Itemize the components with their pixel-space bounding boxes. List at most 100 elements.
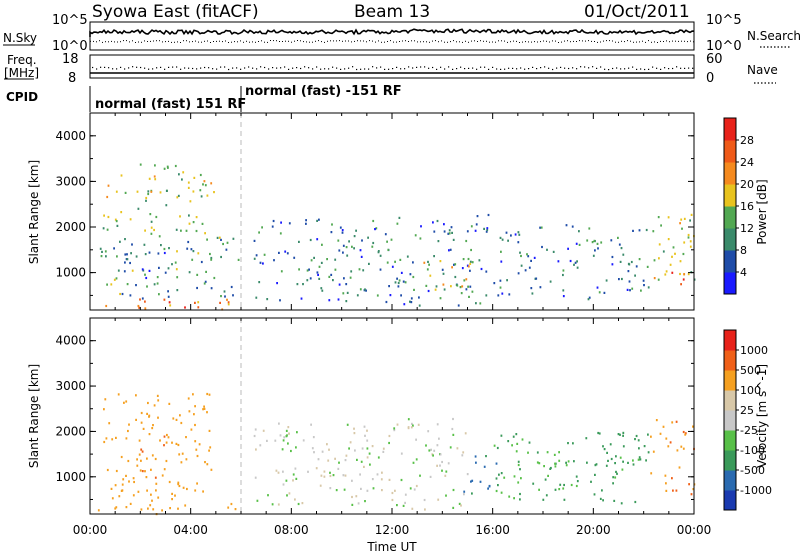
data-cell (168, 301, 171, 304)
data-cell (254, 476, 257, 479)
data-cell (386, 240, 388, 243)
nsearch-dot (609, 40, 610, 42)
data-cell (226, 241, 229, 244)
data-cell (178, 484, 181, 488)
nave-dot (568, 67, 570, 70)
data-cell (573, 263, 575, 266)
data-cell (588, 296, 591, 299)
data-cell (423, 261, 426, 264)
data-cell (436, 464, 438, 467)
colorbar-swatch (724, 430, 736, 451)
data-cell (148, 415, 150, 418)
data-cell (316, 238, 319, 241)
nsearch-dot (135, 42, 136, 43)
data-cell (156, 394, 159, 397)
data-cell (206, 238, 208, 241)
data-cell (470, 225, 473, 228)
data-cell (107, 184, 110, 187)
date-title: 01/Oct/2011 (584, 2, 690, 22)
data-cell (192, 190, 195, 193)
nsearch-dot (684, 40, 685, 42)
data-cell (167, 290, 169, 293)
data-cell (369, 463, 371, 466)
data-cell (417, 423, 420, 426)
nsearch-dot (384, 41, 385, 43)
data-cell (305, 219, 307, 222)
data-cell (335, 489, 338, 492)
data-cell (375, 227, 378, 230)
data-cell (397, 281, 400, 285)
nsearch-dot (483, 40, 484, 42)
nsearch-dot (132, 40, 133, 42)
data-cell (391, 491, 394, 495)
data-cell (622, 445, 625, 448)
nsearch-dot (567, 40, 568, 42)
data-cell (153, 175, 156, 178)
data-cell (125, 474, 127, 477)
data-cell (185, 436, 187, 439)
data-cell (399, 258, 402, 261)
data-cell (463, 490, 466, 493)
data-cell (475, 461, 477, 464)
data-cell (517, 241, 520, 244)
data-cell (105, 304, 108, 308)
data-cell (101, 250, 103, 253)
data-cell (601, 489, 603, 492)
nsearch-dot (531, 41, 532, 43)
data-cell (653, 277, 656, 280)
nsearch-dot (516, 40, 517, 42)
nsearch-dot (162, 41, 163, 43)
data-cell (318, 277, 321, 280)
data-cell (146, 489, 148, 492)
data-cell (448, 229, 451, 232)
data-cell (148, 177, 151, 180)
data-cell (282, 470, 284, 473)
nsearch-dot (660, 40, 661, 42)
nsearch-dot (528, 41, 529, 43)
nave-dot (144, 67, 146, 69)
data-cell (230, 502, 233, 506)
data-cell (147, 192, 150, 196)
nsearch-dot (180, 42, 181, 43)
power-cells (99, 163, 696, 311)
data-cell (154, 164, 156, 167)
data-cell (255, 254, 258, 257)
data-cell (194, 489, 197, 492)
data-cell (429, 475, 432, 478)
data-cell (223, 290, 226, 293)
data-cell (321, 289, 324, 292)
data-cell (313, 451, 315, 454)
data-cell (617, 236, 619, 239)
data-cell (200, 260, 203, 264)
nsearch-dot (138, 41, 139, 43)
data-cell (618, 243, 621, 246)
data-cell (140, 459, 142, 462)
nsearch-dot (210, 42, 211, 43)
nave-dot (312, 68, 314, 70)
colorbar-tick-label: -25 (740, 424, 758, 437)
data-cell (255, 296, 258, 299)
data-cell (329, 471, 331, 474)
nsearch-dot (588, 40, 589, 42)
data-cell (471, 479, 474, 482)
data-cell (310, 423, 312, 426)
data-cell (346, 423, 349, 426)
data-cell (349, 441, 352, 444)
freq-panel-frame (89, 54, 695, 79)
nsearch-dot (345, 40, 346, 42)
nsearch-dot (411, 40, 412, 42)
data-cell (562, 487, 565, 490)
x-tick-label: 16:00 (475, 523, 510, 537)
data-cell (372, 487, 375, 490)
nsearch-dot (342, 40, 343, 42)
data-cell (188, 271, 191, 274)
nsearch-dot (99, 40, 100, 42)
data-cell (413, 488, 416, 491)
data-cell (517, 272, 520, 275)
data-cell (332, 474, 335, 477)
data-cell (366, 439, 369, 442)
data-cell (398, 216, 401, 219)
data-cell (144, 273, 146, 276)
data-cell (204, 461, 206, 464)
colorbar-swatch (724, 250, 736, 273)
